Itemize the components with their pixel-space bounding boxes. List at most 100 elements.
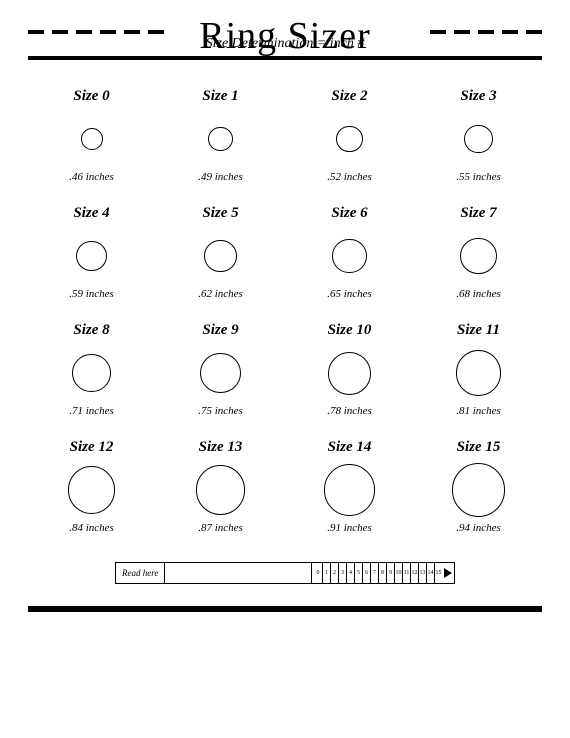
- ruler: Read here 0123456789101112131415: [115, 562, 455, 584]
- circle-wrap: [336, 111, 362, 167]
- ruler-tick: 4: [346, 563, 354, 583]
- header: Ring Sizer Size Determination = inch #: [28, 14, 542, 60]
- ruler-tick: 5: [354, 563, 362, 583]
- ruler-tick: 13: [418, 563, 426, 583]
- divider-bottom: [28, 606, 542, 612]
- inches-label: .59 inches: [69, 288, 114, 300]
- ring-size-cell: Size 0 .46 inches: [32, 88, 151, 183]
- ruler-label: Read here: [116, 563, 165, 583]
- ring-size-grid: Size 0 .46 inches Size 1.49 inches Size 2 .5…: [28, 88, 542, 534]
- dash: [478, 30, 494, 34]
- inches-label: .91 inches: [327, 522, 372, 534]
- ring-size-cell: Size 9 .75 inches: [161, 322, 280, 417]
- circle-wrap: [452, 462, 506, 518]
- ring-circle: [68, 466, 115, 513]
- dash: [124, 30, 140, 34]
- ring-circle: [460, 238, 497, 275]
- dash: [430, 30, 446, 34]
- ring-circle: [332, 239, 367, 274]
- inches-label: .87 inches: [198, 522, 243, 534]
- size-label: Size 2: [331, 88, 367, 105]
- inches-label: .75 inches: [198, 405, 243, 417]
- ring-circle: [81, 128, 103, 150]
- ring-size-cell: Size 1.49 inches: [161, 88, 280, 183]
- subtitle: Size Determination = inch #: [28, 36, 542, 52]
- size-label: Size 11: [457, 322, 500, 339]
- inches-label: .71 inches: [69, 405, 114, 417]
- dash: [148, 30, 164, 34]
- ruler-tick: 0: [314, 563, 322, 583]
- ring-size-cell: Size 4 .59 inches: [32, 205, 151, 300]
- ring-circle: [196, 465, 245, 514]
- ruler-tick: 15: [434, 563, 442, 583]
- size-label: Size 8: [73, 322, 109, 339]
- size-label: Size 0: [73, 88, 109, 105]
- circle-wrap: [464, 111, 492, 167]
- circle-wrap: [332, 228, 367, 284]
- circle-wrap: [328, 345, 371, 401]
- dash: [52, 30, 68, 34]
- circle-wrap: [72, 345, 111, 401]
- size-label: Size 4: [73, 205, 109, 222]
- size-label: Size 6: [331, 205, 367, 222]
- size-label: Size 9: [202, 322, 238, 339]
- ring-size-cell: Size 2 .52 inches: [290, 88, 409, 183]
- inches-label: .65 inches: [327, 288, 372, 300]
- dashes-left: [28, 30, 164, 34]
- ruler-row: Read here 0123456789101112131415: [28, 562, 542, 584]
- size-label: Size 5: [202, 205, 238, 222]
- ruler-tick: 1: [322, 563, 330, 583]
- circle-wrap: [204, 228, 237, 284]
- ruler-tick: 12: [410, 563, 418, 583]
- ruler-tick: 2: [330, 563, 338, 583]
- dashes-right: [430, 30, 542, 34]
- size-label: Size 12: [70, 439, 114, 456]
- size-label: Size 7: [460, 205, 496, 222]
- ring-size-cell: Size 6 .65 inches: [290, 205, 409, 300]
- ring-circle: [328, 352, 371, 395]
- size-label: Size 15: [457, 439, 501, 456]
- ring-size-cell: Size 8 .71 inches: [32, 322, 151, 417]
- circle-wrap: [68, 462, 115, 518]
- inches-label: .62 inches: [198, 288, 243, 300]
- inches-label: .52 inches: [327, 171, 372, 183]
- dash: [502, 30, 518, 34]
- inches-label: .55 inches: [456, 171, 501, 183]
- ring-circle: [452, 463, 506, 517]
- ring-circle: [464, 125, 492, 153]
- ring-size-cell: Size 12 .84 inches: [32, 439, 151, 534]
- ring-size-cell: Size 14.91 inches: [290, 439, 409, 534]
- circle-wrap: [324, 462, 375, 518]
- ring-size-cell: Size 13.87 inches: [161, 439, 280, 534]
- ring-circle: [72, 354, 111, 393]
- circle-wrap: [208, 111, 232, 167]
- ruler-tick: 3: [338, 563, 346, 583]
- inches-label: .81 inches: [456, 405, 501, 417]
- ring-size-cell: Size 5 .62 inches: [161, 205, 280, 300]
- inches-label: .46 inches: [69, 171, 114, 183]
- inches-label: .94 inches: [456, 522, 501, 534]
- inches-label: .68 inches: [456, 288, 501, 300]
- ruler-scale: 0123456789101112131415: [311, 563, 454, 583]
- ring-circle: [336, 126, 362, 152]
- circle-wrap: [460, 228, 497, 284]
- ring-circle: [76, 241, 106, 271]
- circle-wrap: [200, 345, 241, 401]
- dash: [76, 30, 92, 34]
- page: Ring Sizer Size Determination = inch # S…: [0, 0, 570, 612]
- ruler-tick: 9: [386, 563, 394, 583]
- ruler-tick: 10: [394, 563, 402, 583]
- inches-label: .78 inches: [327, 405, 372, 417]
- dash: [100, 30, 116, 34]
- ruler-tick: 8: [378, 563, 386, 583]
- ring-circle: [204, 240, 237, 273]
- ring-size-cell: Size 10.78 inches: [290, 322, 409, 417]
- circle-wrap: [76, 228, 106, 284]
- arrow-right-icon: [444, 568, 452, 578]
- size-label: Size 3: [460, 88, 496, 105]
- ring-size-cell: Size 11 .81 inches: [419, 322, 538, 417]
- inches-label: .49 inches: [198, 171, 243, 183]
- inches-label: .84 inches: [69, 522, 114, 534]
- ring-circle: [324, 464, 375, 515]
- ruler-tick: 11: [402, 563, 410, 583]
